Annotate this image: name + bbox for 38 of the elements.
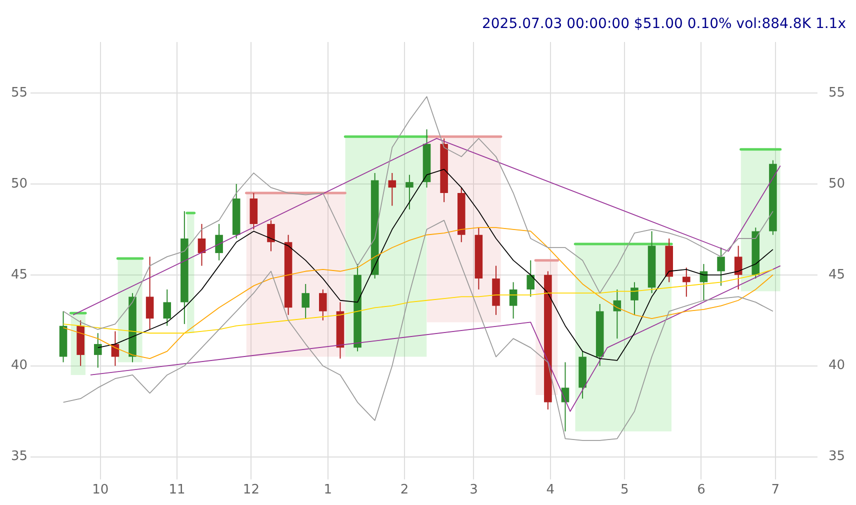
y-tick-label: 40: [10, 358, 28, 374]
x-tick-label: 10: [92, 482, 109, 498]
y2-tick-label: 40: [828, 358, 846, 374]
x-tick-label: 7: [771, 482, 780, 498]
candlestick: [630, 282, 638, 316]
candlestick: [526, 260, 535, 298]
candlestick: [302, 283, 310, 320]
y2-tick-label: 45: [828, 267, 846, 282]
candlestick: [198, 223, 206, 266]
y2-tick-label: 35: [828, 449, 846, 464]
x-tick-label: 12: [242, 482, 260, 498]
candlestick: [682, 267, 690, 298]
candlestick: [146, 256, 154, 330]
y-tick-label: 45: [10, 267, 28, 282]
candlestick: [406, 174, 414, 210]
candlestick: [215, 223, 223, 261]
y2-tick-label: 50: [828, 176, 846, 192]
candlestick: [734, 245, 742, 290]
x-tick-label: 1: [324, 482, 332, 498]
candlestick: [267, 220, 275, 252]
y-tick-label: 35: [10, 449, 28, 464]
x-tick-label: 2: [400, 482, 409, 498]
candlestick: [388, 172, 396, 206]
candlestick: [163, 288, 172, 326]
x-tick-label: 11: [168, 482, 186, 498]
x-tick-label: 3: [470, 482, 478, 498]
x-tick-label: 4: [546, 482, 555, 498]
candlestick: [717, 247, 725, 286]
candlestick: [94, 332, 102, 368]
y-tick-label: 55: [10, 85, 28, 100]
chart-title: 2025.07.03 00:00:00 $51.00 0.10% vol:884.8K 1.1x: [482, 16, 846, 32]
candlestick: [509, 282, 518, 320]
y-tick-label: 50: [10, 176, 28, 192]
y2-tick-label: 55: [828, 85, 846, 100]
candlestick: [319, 288, 327, 321]
x-tick-label: 6: [697, 482, 706, 498]
candlestick: [561, 362, 570, 432]
x-tick-label: 5: [620, 482, 629, 498]
